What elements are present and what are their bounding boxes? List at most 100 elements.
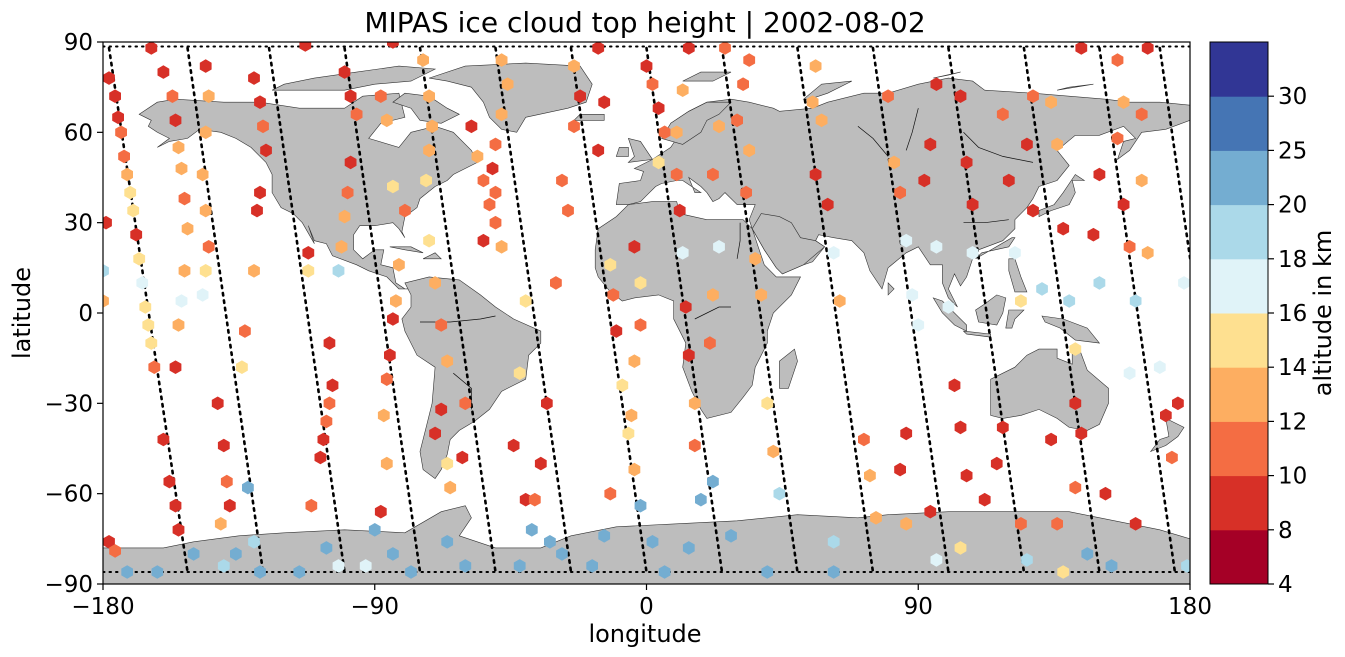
river-line <box>905 108 919 151</box>
cloud-observation-point <box>1099 486 1112 501</box>
cloud-observation-point <box>242 480 254 495</box>
cloud-observation-point <box>1093 167 1106 182</box>
cloud-observation-point <box>525 523 538 537</box>
cloud-observation-point <box>302 246 315 260</box>
landmass-uk <box>627 137 654 163</box>
cloud-observation-point <box>930 553 943 567</box>
colorbar-tick-label: 4 <box>1278 572 1293 598</box>
y-tick-label: 90 <box>64 30 93 56</box>
cloud-observation-point <box>390 294 402 308</box>
cloud-observation-layer <box>103 42 1190 579</box>
landmass-cuba <box>389 246 424 254</box>
cloud-observation-point <box>187 547 200 561</box>
cloud-observation-point <box>1036 282 1048 296</box>
cloud-observation-point <box>196 288 209 302</box>
cloud-observation-point <box>519 492 532 507</box>
colorbar <box>1209 41 1269 585</box>
cloud-observation-point <box>1087 227 1100 242</box>
cloud-observation-point <box>682 541 695 555</box>
cloud-observation-point <box>254 95 266 109</box>
cloud-observation-point <box>616 378 629 393</box>
cloud-observation-point <box>248 264 260 278</box>
y-tick-label: −60 <box>44 482 93 508</box>
cloud-observation-point <box>305 498 318 513</box>
x-tick-label: 90 <box>904 594 933 620</box>
cloud-observation-point <box>1063 294 1076 308</box>
cloud-observation-point <box>172 523 185 537</box>
cloud-observation-point <box>477 233 490 248</box>
cloud-observation-point <box>640 59 653 73</box>
cloud-observation-point <box>833 294 846 308</box>
cloud-observation-point <box>387 312 399 326</box>
x-tick-label: −90 <box>350 594 399 620</box>
cloud-observation-point <box>809 59 822 73</box>
cloud-observation-point <box>670 125 683 140</box>
cloud-observation-point <box>1117 95 1130 109</box>
landmass-arabia-fill <box>751 213 826 275</box>
cloud-observation-point <box>435 402 448 417</box>
cloud-observation-point <box>761 565 774 579</box>
colorbar-segment <box>1210 475 1268 531</box>
cloud-observation-point <box>574 89 586 103</box>
cloud-observation-point <box>607 288 620 302</box>
cloud-observation-point <box>1002 173 1015 188</box>
y-tick-label: 0 <box>78 301 93 327</box>
cloud-observation-point <box>257 119 269 134</box>
cloud-observation-point <box>924 504 937 519</box>
landmass-australia <box>990 345 1109 431</box>
cloud-observation-point <box>335 240 348 254</box>
cloud-observation-point <box>513 559 526 573</box>
orbit-track <box>267 46 346 574</box>
orbit-track <box>494 46 573 574</box>
cloud-observation-point <box>1075 426 1088 441</box>
cloud-observation-point <box>103 535 115 549</box>
cloud-observation-point <box>1129 294 1142 308</box>
cloud-observation-point <box>456 450 469 465</box>
river-line <box>736 222 741 259</box>
cloud-observation-point <box>556 173 568 188</box>
cloud-observation-point <box>544 535 556 549</box>
landmass-svalbard <box>682 71 732 82</box>
cloud-observation-point <box>966 246 979 260</box>
cloud-observation-point <box>127 203 140 218</box>
cloud-observation-point <box>380 113 393 128</box>
y-axis-ticks: 90 60 30 0 −30 −60 −90 <box>44 30 103 598</box>
cloud-observation-point <box>707 474 719 489</box>
cloud-observation-point <box>592 143 605 158</box>
cloud-observation-point <box>815 113 828 128</box>
cloud-observation-point <box>534 456 547 471</box>
cloud-observation-point <box>1111 131 1124 146</box>
colorbar-segment <box>1210 42 1268 97</box>
cloud-observation-point <box>1153 360 1166 374</box>
cloud-observation-point <box>417 53 429 67</box>
cloud-observation-point <box>136 276 149 290</box>
cloud-observation-point <box>115 125 127 140</box>
cloud-observation-point <box>426 119 438 134</box>
river-line <box>694 306 731 320</box>
cloud-observation-point <box>646 77 659 91</box>
cloud-observation-point <box>254 185 266 200</box>
x-axis-label: longitude <box>588 620 701 648</box>
cloud-observation-point <box>320 541 333 555</box>
cloud-observation-point <box>586 559 598 573</box>
cloud-observation-point <box>1141 246 1154 260</box>
cloud-observation-point <box>251 203 263 218</box>
cloud-observation-point <box>175 161 188 176</box>
cloud-observation-point <box>338 209 351 224</box>
cloud-observation-point <box>139 300 152 314</box>
cloud-observation-point <box>882 89 894 103</box>
cloud-observation-point <box>326 378 339 393</box>
cloud-observation-point <box>405 565 417 579</box>
colorbar-tick-label: 14 <box>1278 355 1307 381</box>
cloud-observation-point <box>341 185 354 200</box>
cloud-observation-point <box>673 203 686 218</box>
cloud-observation-point <box>870 511 882 525</box>
cloud-observation-point <box>133 252 146 266</box>
colorbar-segment <box>1210 96 1268 151</box>
cloud-observation-point <box>166 89 179 103</box>
cloud-observation-point <box>368 523 381 537</box>
cloud-observation-point <box>1141 42 1154 55</box>
cloud-observation-point <box>507 438 520 453</box>
cloud-observation-point <box>652 101 665 115</box>
